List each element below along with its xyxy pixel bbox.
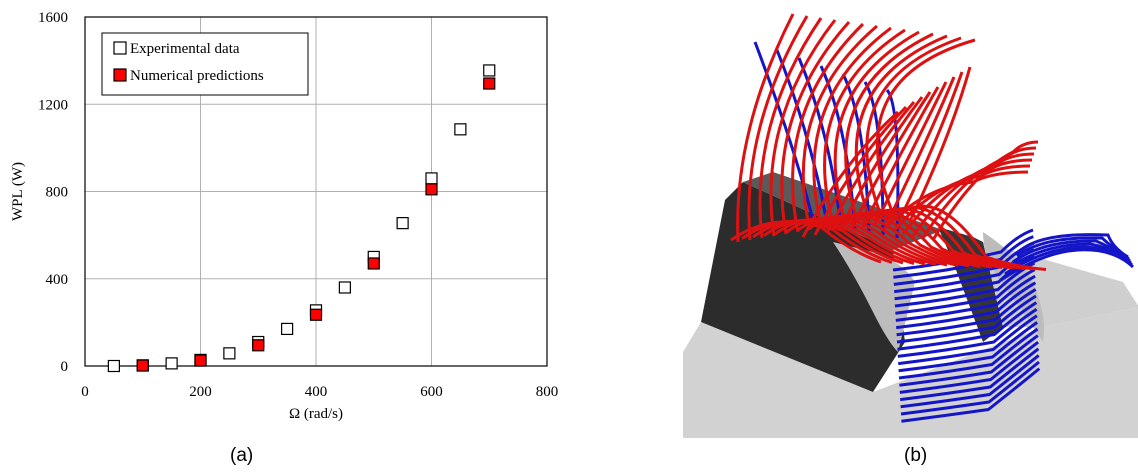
streamline-red bbox=[854, 34, 948, 221]
legend-label-numerical: Numerical predictions bbox=[130, 68, 264, 84]
streamline-red bbox=[823, 28, 906, 227]
y-tick-label: 400 bbox=[46, 272, 69, 288]
y-tick-label: 1200 bbox=[38, 97, 68, 113]
streamline-blue bbox=[898, 321, 1039, 373]
point-experimental bbox=[165, 357, 178, 370]
point-numerical bbox=[425, 183, 438, 196]
streamline-blue bbox=[901, 367, 1041, 423]
streamline-blue bbox=[898, 314, 1038, 366]
streamline-red bbox=[851, 209, 1003, 269]
point-experimental bbox=[281, 322, 294, 336]
point-experimental bbox=[107, 359, 120, 373]
streamline-red bbox=[875, 38, 976, 217]
legend: Experimental data Numerical predictions bbox=[101, 32, 309, 96]
y-tick-label: 1600 bbox=[38, 10, 68, 26]
x-tick-label: 200 bbox=[189, 384, 212, 400]
streamline-red bbox=[849, 91, 932, 230]
streamline-red bbox=[812, 26, 892, 229]
y-tick-label: 0 bbox=[61, 359, 69, 375]
point-experimental bbox=[483, 64, 496, 77]
streamline-red bbox=[818, 213, 970, 268]
streamline-blue bbox=[899, 341, 1040, 394]
streamline-red bbox=[897, 71, 964, 222]
streamline-red bbox=[747, 15, 809, 241]
streamline-red bbox=[844, 32, 934, 223]
point-numerical bbox=[483, 77, 496, 90]
streamline-blue bbox=[900, 347, 1040, 402]
streamline-blue bbox=[900, 360, 1040, 416]
y-tick-label: 800 bbox=[46, 185, 69, 201]
x-tick-label: 400 bbox=[305, 384, 328, 400]
streamline-red bbox=[829, 212, 981, 268]
point-numerical bbox=[309, 308, 323, 321]
streamline-red bbox=[891, 164, 1031, 233]
x-tick-label: 0 bbox=[81, 384, 89, 400]
streamline-blue bbox=[899, 334, 1039, 387]
point-experimental bbox=[454, 123, 467, 136]
point-experimental bbox=[223, 347, 236, 360]
streamline-red bbox=[758, 17, 823, 239]
streamline-red bbox=[769, 19, 837, 237]
legend-label-experimental: Experimental data bbox=[130, 41, 240, 57]
streamlines-red bbox=[730, 13, 1047, 271]
streamline-red bbox=[780, 21, 851, 235]
streamline-blue bbox=[898, 327, 1039, 380]
point-numerical bbox=[194, 354, 207, 367]
point-experimental bbox=[425, 172, 438, 185]
streamline-blue bbox=[894, 261, 1036, 308]
y-axis-label: WPL (W) bbox=[10, 162, 26, 221]
x-tick-labels: 0 200 400 600 800 bbox=[81, 384, 558, 400]
streamline-red bbox=[736, 13, 795, 243]
x-tick-label: 600 bbox=[420, 384, 443, 400]
point-numerical bbox=[252, 339, 265, 352]
legend-symbol-experimental bbox=[113, 41, 127, 55]
streamline-blue bbox=[900, 354, 1040, 409]
streamline-red bbox=[752, 219, 904, 265]
streamline-red bbox=[840, 211, 992, 269]
streamline-red bbox=[873, 81, 948, 226]
point-experimental bbox=[396, 217, 409, 230]
plot-area bbox=[84, 16, 548, 367]
streamline-blue bbox=[892, 228, 1034, 272]
streamline-blue bbox=[895, 274, 1036, 322]
streamline-blue bbox=[897, 301, 1038, 351]
streamline-red bbox=[791, 22, 865, 233]
caption-b: (b) bbox=[904, 445, 928, 466]
streamline-red bbox=[741, 219, 893, 264]
streamline-blue bbox=[895, 268, 1036, 315]
x-axis-label: Ω (rad/s) bbox=[289, 406, 343, 422]
streamline-blue bbox=[897, 307, 1038, 358]
streamline-red bbox=[837, 96, 924, 232]
streamline-red bbox=[801, 24, 878, 231]
streamline-blue bbox=[1020, 233, 1129, 259]
streamline-red bbox=[931, 140, 1039, 241]
legend-box bbox=[101, 32, 309, 96]
chart-marks bbox=[107, 64, 496, 373]
legend-symbol-numerical bbox=[113, 68, 127, 82]
streamline-blue bbox=[896, 288, 1037, 337]
streamline-red bbox=[865, 36, 962, 219]
x-tick-label: 800 bbox=[536, 384, 559, 400]
streamline-red bbox=[885, 76, 956, 224]
streamline-blue bbox=[896, 294, 1037, 344]
streamline-red bbox=[833, 30, 920, 225]
point-experimental bbox=[338, 281, 351, 294]
streamline-blue bbox=[896, 281, 1037, 330]
streamline-red bbox=[861, 86, 940, 228]
streamline-red bbox=[763, 218, 915, 265]
gear-tooth-streamline-render bbox=[683, 13, 1138, 438]
point-numerical bbox=[136, 359, 149, 372]
streamline-red bbox=[862, 208, 1014, 270]
caption-a: (a) bbox=[230, 445, 254, 466]
point-numerical bbox=[367, 257, 380, 270]
streamline-blue bbox=[797, 57, 843, 227]
y-tick-labels: 0 400 800 1200 1600 bbox=[38, 10, 68, 375]
